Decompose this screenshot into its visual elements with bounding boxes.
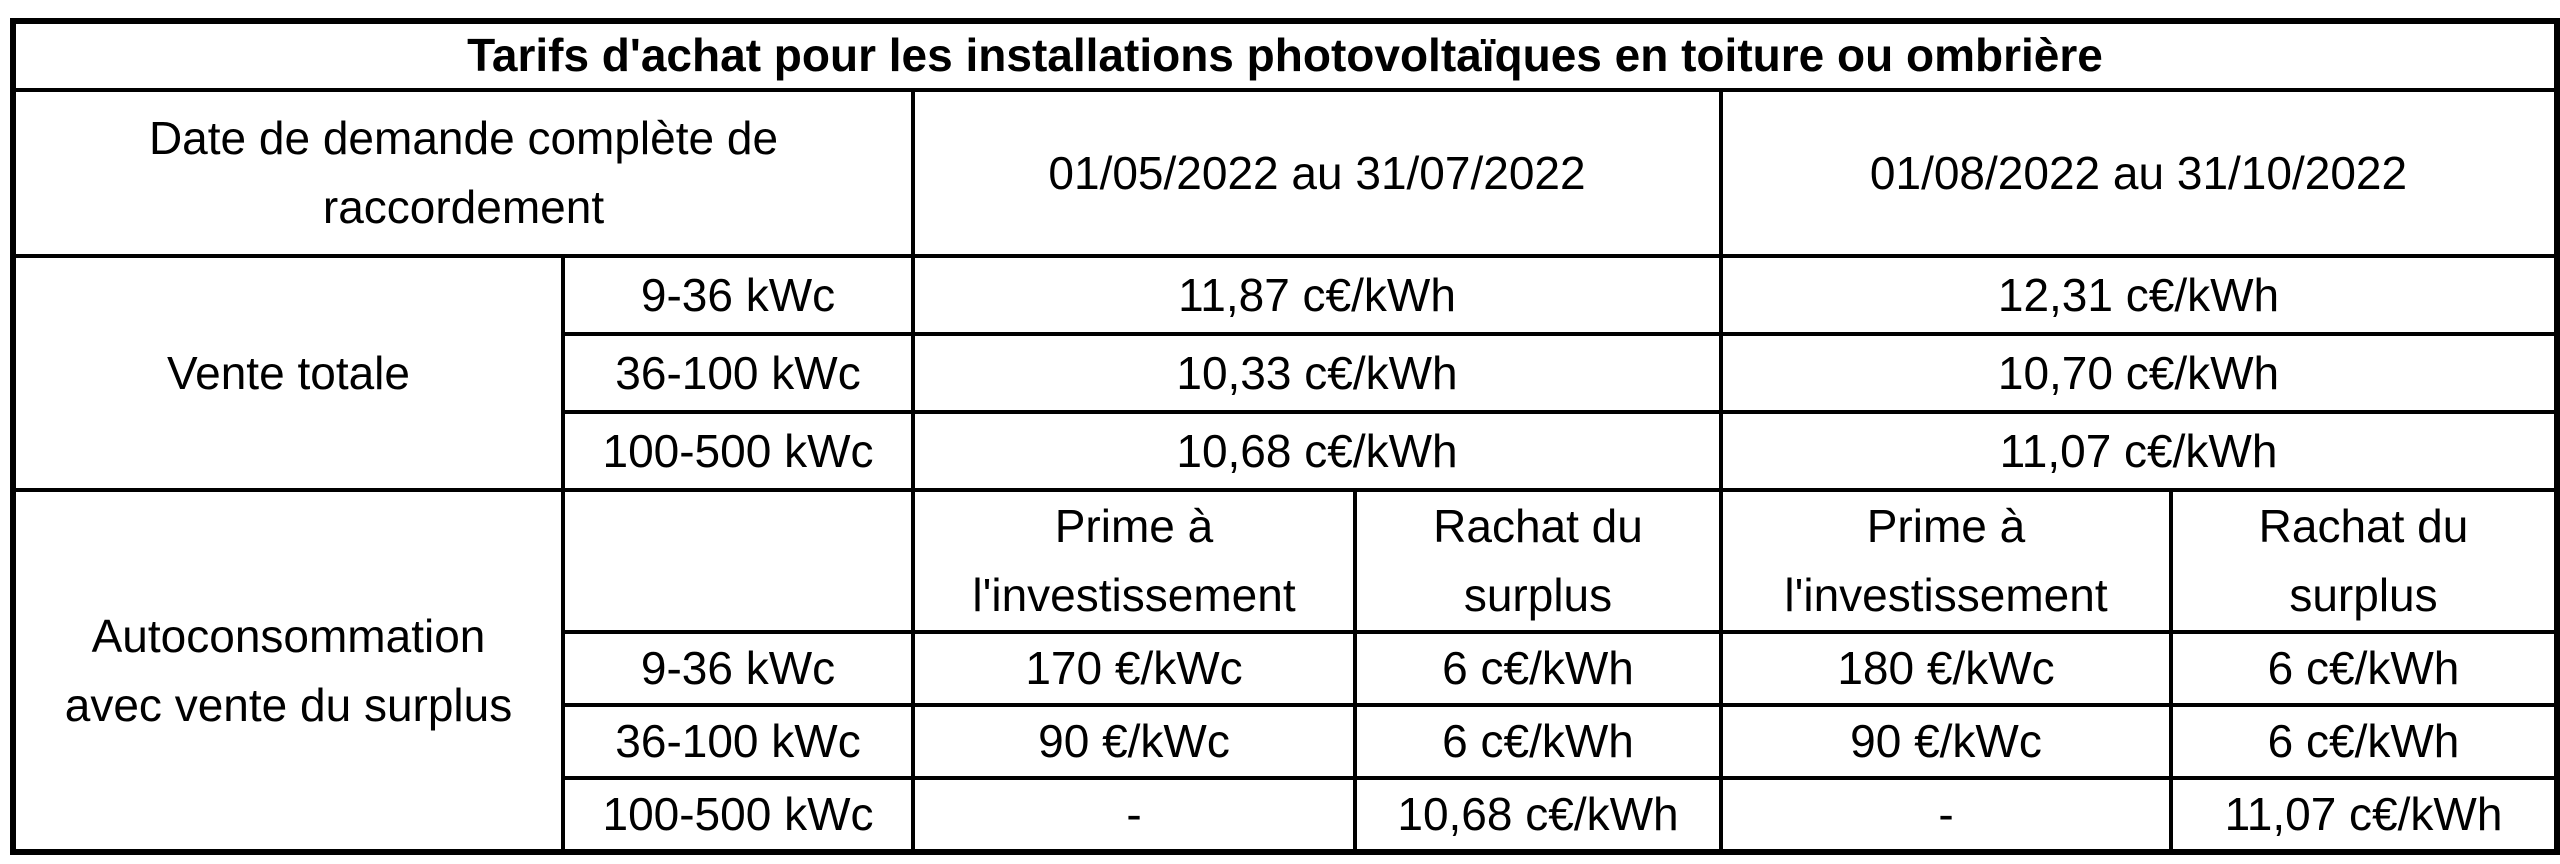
vente-p1-2: 10,68 c€/kWh <box>911 410 1723 492</box>
autoconso-p2-rachat-1: 6 c€/kWh <box>2169 703 2559 780</box>
table-title: Tarifs d'achat pour les installations ph… <box>11 19 2559 92</box>
vente-size-1: 36-100 kWc <box>561 332 915 414</box>
autoconso-size-0: 9-36 kWc <box>561 630 915 707</box>
autoconso-p1-rachat-header: Rachat du surplus <box>1353 488 1723 634</box>
autoconso-p1-rachat-1: 6 c€/kWh <box>1353 703 1723 780</box>
autoconso-p2-prime-0: 180 €/kWc <box>1719 630 2173 707</box>
vente-p1-1: 10,33 c€/kWh <box>911 332 1723 414</box>
vente-size-2: 100-500 kWc <box>561 410 915 492</box>
autoconso-subheader-empty <box>561 488 915 634</box>
section-label-vente-totale: Vente totale <box>11 254 565 492</box>
autoconso-p2-rachat-2: 11,07 c€/kWh <box>2169 776 2559 854</box>
vente-p2-2: 11,07 c€/kWh <box>1719 410 2559 492</box>
autoconso-p1-prime-1: 90 €/kWc <box>911 703 1357 780</box>
autoconso-p1-prime-header: Prime à l'investissement <box>911 488 1357 634</box>
autoconso-p2-prime-header: Prime à l'investissement <box>1719 488 2173 634</box>
autoconso-p1-prime-0: 170 €/kWc <box>911 630 1357 707</box>
vente-size-0: 9-36 kWc <box>561 254 915 336</box>
vente-p2-0: 12,31 c€/kWh <box>1719 254 2559 336</box>
autoconso-size-1: 36-100 kWc <box>561 703 915 780</box>
autoconso-p2-prime-1: 90 €/kWc <box>1719 703 2173 780</box>
header-date-label: Date de demande complète de raccordement <box>11 88 915 258</box>
vente-p2-1: 10,70 c€/kWh <box>1719 332 2559 414</box>
autoconso-p2-prime-2: - <box>1719 776 2173 854</box>
tariff-table: Tarifs d'achat pour les installations ph… <box>10 18 2560 855</box>
autoconso-size-2: 100-500 kWc <box>561 776 915 854</box>
autoconso-p1-prime-2: - <box>911 776 1357 854</box>
autoconso-p1-rachat-2: 10,68 c€/kWh <box>1353 776 1723 854</box>
header-period-2: 01/08/2022 au 31/10/2022 <box>1719 88 2559 258</box>
autoconso-p1-rachat-0: 6 c€/kWh <box>1353 630 1723 707</box>
header-period-1: 01/05/2022 au 31/07/2022 <box>911 88 1723 258</box>
autoconso-p2-rachat-header: Rachat du surplus <box>2169 488 2559 634</box>
vente-p1-0: 11,87 c€/kWh <box>911 254 1723 336</box>
section-label-autoconsommation: Autoconsommation avec vente du surplus <box>11 488 565 854</box>
autoconso-p2-rachat-0: 6 c€/kWh <box>2169 630 2559 707</box>
